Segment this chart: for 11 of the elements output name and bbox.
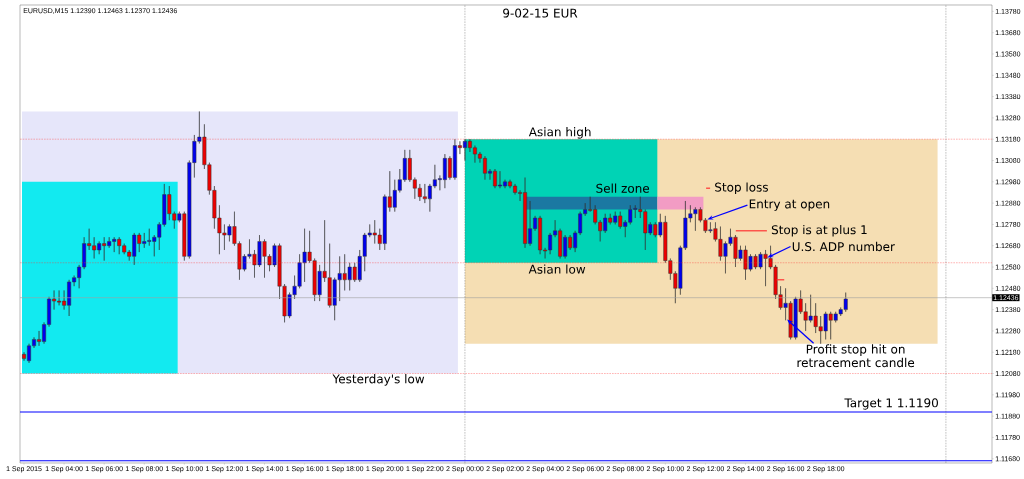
annotation: Asian high — [528, 127, 591, 139]
annotation: Asian low — [528, 264, 586, 274]
chart-title: 9-02-15 EUR — [503, 8, 578, 18]
annotation: U.S. ADP number — [792, 241, 895, 252]
annotation: Profit stop hit on retracement candle — [797, 344, 915, 368]
annotation: Entry at open — [749, 199, 830, 211]
ref-line-label: Target 1 1.1190 — [844, 398, 938, 410]
annotation: Stop loss — [715, 182, 768, 194]
annotation: Sell zone — [596, 183, 650, 193]
annotation: Yesterday's low — [332, 374, 425, 386]
annotation: Stop is at plus 1 — [771, 225, 867, 237]
